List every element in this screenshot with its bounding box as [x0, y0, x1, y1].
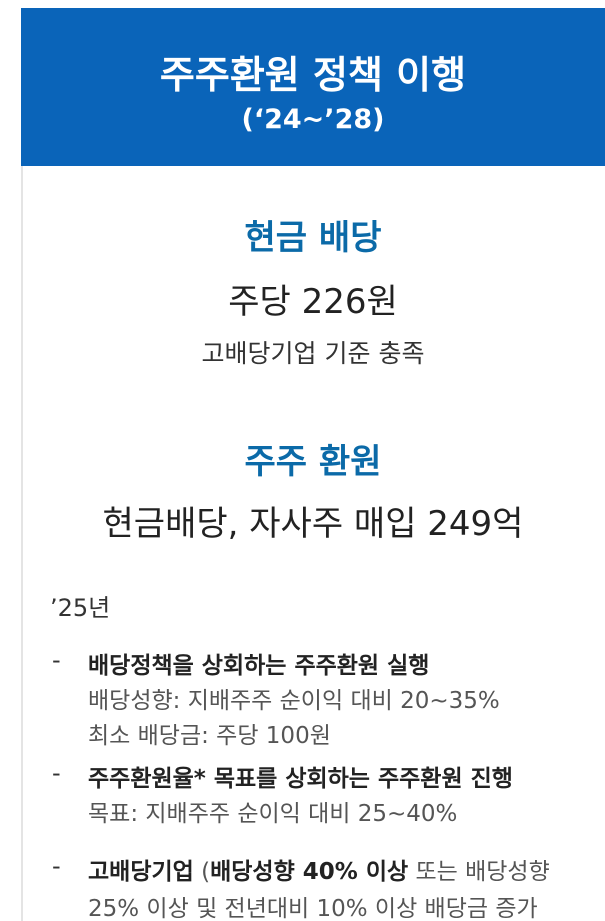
header-band: [21, 8, 605, 166]
section-note: 고배당기업 기준 충족: [201, 339, 425, 368]
bullet: -: [52, 759, 61, 787]
section-main: 현금배당, 자사주 매입 249억: [102, 504, 524, 544]
bullet: -: [52, 646, 61, 674]
item-line: 고배당기업 (배당성향 40% 이상 또는 배당성향: [88, 852, 550, 886]
year-label: ’25년: [50, 594, 111, 622]
section-main: 주당 226원: [228, 282, 398, 322]
subtitle: (‘24~’28): [241, 104, 385, 135]
item-detail: 목표: 지배주주 순이익 대비 25~40%: [88, 801, 458, 827]
bullet: -: [52, 852, 61, 880]
text: (: [193, 859, 211, 885]
section-heading: 현금 배당: [244, 218, 382, 258]
left-border: [21, 166, 23, 921]
item-title: 배당정책을 상회하는 주주환원 실행: [88, 653, 430, 679]
item-line: 25% 이상 및 전년대비 10% 이상 배당금 증가: [88, 889, 538, 921]
title: 주주환원 정책 이행: [159, 53, 467, 97]
text: 또는 배당성향: [408, 859, 550, 885]
text: 25% 이상 및 전년대비 10% 이상 배당금 증가: [88, 896, 538, 921]
section-heading: 주주 환원: [244, 442, 382, 482]
bold-text: 배당성향 40% 이상: [210, 859, 409, 885]
item-detail: 최소 배당금: 주당 100원: [88, 723, 331, 749]
bold-text: 고배당기업: [88, 859, 194, 885]
item-detail: 배당성향: 지배주주 순이익 대비 20~35%: [88, 688, 500, 714]
item-title: 주주환원율* 목표를 상회하는 주주환원 진행: [88, 766, 513, 792]
